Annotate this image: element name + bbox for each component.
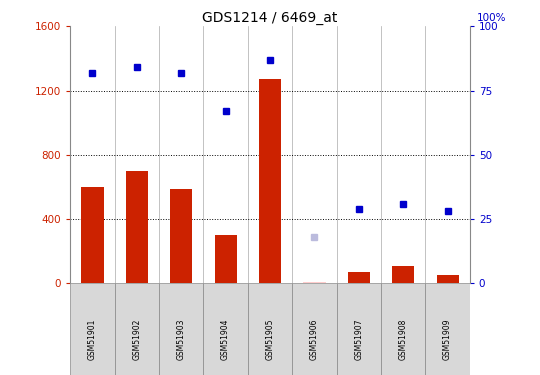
Bar (248, 284, 292, 375)
Bar (381, 284, 426, 375)
Text: GSM51905: GSM51905 (266, 319, 274, 360)
Bar (114, 284, 159, 375)
Bar (392, 266, 414, 284)
Text: 100%: 100% (477, 13, 506, 24)
Bar (303, 282, 326, 284)
Text: GSM51901: GSM51901 (88, 319, 97, 360)
Text: GSM51909: GSM51909 (443, 319, 452, 360)
Text: GSM51904: GSM51904 (221, 319, 230, 360)
Bar (214, 235, 237, 284)
Bar (126, 171, 148, 284)
Bar (204, 284, 248, 375)
Bar (259, 79, 281, 284)
Bar (348, 272, 370, 284)
Text: GSM51908: GSM51908 (399, 319, 408, 360)
Bar (336, 284, 381, 375)
Bar (436, 274, 458, 284)
Bar (426, 284, 470, 375)
Bar (170, 189, 192, 284)
Bar (82, 187, 104, 284)
Text: GSM51906: GSM51906 (310, 319, 319, 360)
Bar (70, 284, 114, 375)
Bar (159, 284, 204, 375)
Text: GSM51902: GSM51902 (132, 319, 141, 360)
Text: GSM51903: GSM51903 (177, 319, 186, 360)
Title: GDS1214 / 6469_at: GDS1214 / 6469_at (202, 11, 338, 25)
Text: GSM51907: GSM51907 (354, 319, 363, 360)
Bar (292, 284, 336, 375)
